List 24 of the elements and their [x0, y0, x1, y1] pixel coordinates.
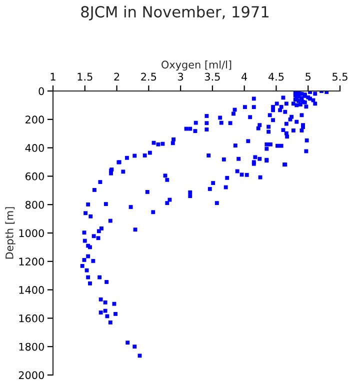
x-tick-label: 2.5 — [141, 72, 156, 81]
x-tick-label: 4.5 — [268, 72, 284, 81]
y-tick-label: 800 — [25, 200, 44, 209]
chart-title: 8JCM in November, 1971 — [81, 6, 268, 20]
y-tick-label: 1200 — [19, 258, 44, 266]
y-tick-label: 1600 — [19, 314, 44, 322]
x-tick-label: 1 — [50, 72, 56, 80]
x-tick-label: 4 — [242, 72, 248, 80]
x-tick-label: 5 — [306, 72, 311, 81]
y-axis-title: Depth [m] — [5, 207, 16, 259]
y-tick-label: 1000 — [19, 229, 44, 238]
x-tick-label: 1.5 — [78, 72, 92, 81]
x-tick-label: 3 — [178, 72, 184, 81]
y-tick-label: 0 — [38, 87, 44, 96]
y-tick-label: 1800 — [19, 342, 44, 351]
x-tick-label: 5.5 — [332, 72, 348, 81]
y-tick-label: 200 — [26, 116, 44, 124]
y-tick-label: 2000 — [18, 371, 44, 380]
y-tick-label: 600 — [26, 172, 44, 180]
x-axis-title: Oxygen [ml/l] — [162, 60, 232, 71]
x-tick-label: 2 — [114, 72, 120, 80]
x-tick-label: 3.5 — [204, 72, 220, 81]
y-tick-label: 1400 — [19, 286, 44, 294]
y-tick-label: 400 — [25, 144, 44, 152]
